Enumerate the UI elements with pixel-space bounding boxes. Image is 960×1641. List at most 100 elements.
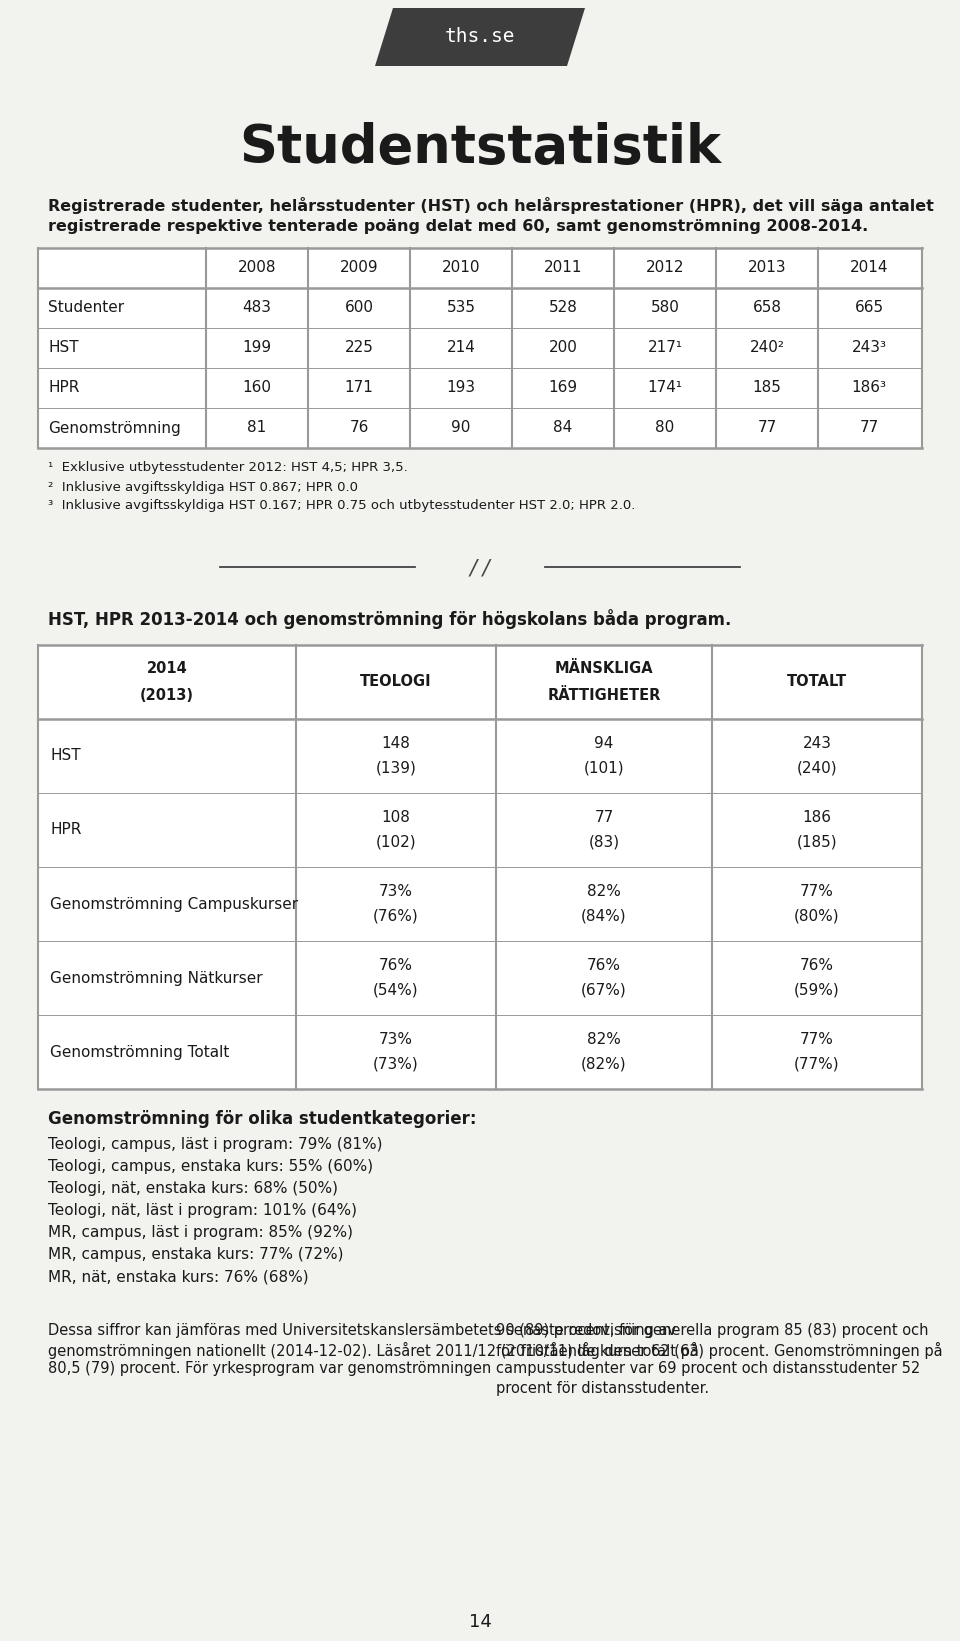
Text: procent för distansstudenter.: procent för distansstudenter. <box>496 1380 709 1395</box>
Text: 76%: 76% <box>379 958 413 973</box>
Polygon shape <box>375 8 585 66</box>
Text: Teologi, campus, enstaka kurs: 55% (60%): Teologi, campus, enstaka kurs: 55% (60%) <box>48 1160 373 1175</box>
Text: (139): (139) <box>375 760 417 776</box>
Text: 528: 528 <box>548 300 577 315</box>
Text: 214: 214 <box>446 340 475 356</box>
Text: 200: 200 <box>548 340 577 356</box>
Text: ¹  Exklusive utbytesstudenter 2012: HST 4,5; HPR 3,5.: ¹ Exklusive utbytesstudenter 2012: HST 4… <box>48 461 408 474</box>
Text: HPR: HPR <box>48 381 80 395</box>
Text: 73%: 73% <box>379 1032 413 1047</box>
Text: 186: 186 <box>803 811 831 825</box>
Text: 90: 90 <box>451 420 470 435</box>
Text: Dessa siffror kan jämföras med Universitetskanslersämbetets senaste redovisning : Dessa siffror kan jämföras med Universit… <box>48 1324 676 1339</box>
Text: 84: 84 <box>553 420 572 435</box>
Text: Teologi, nät, enstaka kurs: 68% (50%): Teologi, nät, enstaka kurs: 68% (50%) <box>48 1182 338 1196</box>
Text: 76: 76 <box>349 420 369 435</box>
Text: Registrerade studenter, helårsstudenter (HST) och helårsprestationer (HPR), det : Registrerade studenter, helårsstudenter … <box>48 197 934 213</box>
Text: (80%): (80%) <box>794 909 840 924</box>
Text: TEOLOGI: TEOLOGI <box>360 674 432 689</box>
Text: Teologi, campus, läst i program: 79% (81%): Teologi, campus, läst i program: 79% (81… <box>48 1137 382 1152</box>
Text: Genomströmning: Genomströmning <box>48 420 180 435</box>
Text: 225: 225 <box>345 340 373 356</box>
Text: 2014: 2014 <box>147 661 187 676</box>
Text: ths.se: ths.se <box>444 28 516 46</box>
Text: 169: 169 <box>548 381 578 395</box>
Text: 665: 665 <box>854 300 883 315</box>
Text: (102): (102) <box>375 835 417 850</box>
Text: campusstudenter var 69 procent och distansstudenter 52: campusstudenter var 69 procent och dista… <box>496 1362 921 1377</box>
Text: (84%): (84%) <box>581 909 627 924</box>
Bar <box>38 248 922 448</box>
Text: 76%: 76% <box>587 958 621 973</box>
Text: 2008: 2008 <box>238 261 276 276</box>
Text: 2009: 2009 <box>340 261 378 276</box>
Text: 77%: 77% <box>800 884 834 899</box>
Text: MR, campus, läst i program: 85% (92%): MR, campus, läst i program: 85% (92%) <box>48 1226 353 1241</box>
Text: (240): (240) <box>797 760 837 776</box>
Text: Genomströmning Totalt: Genomströmning Totalt <box>50 1045 229 1060</box>
Text: 77: 77 <box>757 420 777 435</box>
Text: MÄNSKLIGA: MÄNSKLIGA <box>555 661 654 676</box>
Text: HPR: HPR <box>50 822 82 837</box>
Text: för fristående kurser 62 (63) procent. Genomströmningen på: för fristående kurser 62 (63) procent. G… <box>496 1341 943 1359</box>
Text: 76%: 76% <box>800 958 834 973</box>
Text: 217¹: 217¹ <box>647 340 683 356</box>
Text: Studentstatistik: Studentstatistik <box>239 121 721 174</box>
Text: 80,5 (79) procent. För yrkesprogram var genomströmningen: 80,5 (79) procent. För yrkesprogram var … <box>48 1362 492 1377</box>
Text: registrerade respektive tenterade poäng delat med 60, samt genomströmning 2008-2: registrerade respektive tenterade poäng … <box>48 218 868 233</box>
Text: TOTALT: TOTALT <box>787 674 847 689</box>
Text: 77: 77 <box>859 420 878 435</box>
Text: 600: 600 <box>345 300 373 315</box>
Text: 77%: 77% <box>800 1032 834 1047</box>
Text: Genomströmning Campuskurser: Genomströmning Campuskurser <box>50 896 299 911</box>
Text: 171: 171 <box>345 381 373 395</box>
Text: 243³: 243³ <box>852 340 886 356</box>
Text: 483: 483 <box>243 300 272 315</box>
Text: (2013): (2013) <box>140 688 194 702</box>
Text: 81: 81 <box>248 420 267 435</box>
Text: 80: 80 <box>656 420 675 435</box>
Text: (67%): (67%) <box>581 983 627 998</box>
Text: 94: 94 <box>594 737 613 752</box>
Text: 174¹: 174¹ <box>647 381 683 395</box>
Text: Studenter: Studenter <box>48 300 124 315</box>
Text: 2013: 2013 <box>748 261 786 276</box>
Text: 2014: 2014 <box>850 261 888 276</box>
Text: MR, nät, enstaka kurs: 76% (68%): MR, nät, enstaka kurs: 76% (68%) <box>48 1270 308 1285</box>
Text: (59%): (59%) <box>794 983 840 998</box>
Text: 535: 535 <box>446 300 475 315</box>
Text: 2010: 2010 <box>442 261 480 276</box>
Text: Genomströmning för olika studentkategorier:: Genomströmning för olika studentkategori… <box>48 1109 476 1127</box>
Text: (101): (101) <box>584 760 624 776</box>
Text: (73%): (73%) <box>373 1057 419 1072</box>
Text: 2011: 2011 <box>543 261 583 276</box>
Text: 73%: 73% <box>379 884 413 899</box>
Text: MR, campus, enstaka kurs: 77% (72%): MR, campus, enstaka kurs: 77% (72%) <box>48 1247 344 1262</box>
Bar <box>38 645 922 1090</box>
Text: (83): (83) <box>588 835 619 850</box>
Text: HST, HPR 2013-2014 och genomströmning för högskolans båda program.: HST, HPR 2013-2014 och genomströmning fö… <box>48 609 732 629</box>
Text: ²  Inklusive avgiftsskyldiga HST 0.867; HPR 0.0: ² Inklusive avgiftsskyldiga HST 0.867; H… <box>48 481 358 494</box>
Text: (82%): (82%) <box>581 1057 627 1072</box>
Text: 160: 160 <box>243 381 272 395</box>
Text: 243: 243 <box>803 737 831 752</box>
Text: genomströmningen nationellt (2014-12-02). Läsåret 2011/12 (2010/11) låg den tota: genomströmningen nationellt (2014-12-02)… <box>48 1341 699 1359</box>
Text: 658: 658 <box>753 300 781 315</box>
Text: 580: 580 <box>651 300 680 315</box>
Text: Teologi, nät, läst i program: 101% (64%): Teologi, nät, läst i program: 101% (64%) <box>48 1203 357 1219</box>
Text: 240²: 240² <box>750 340 784 356</box>
Text: HST: HST <box>48 340 79 356</box>
Text: 82%: 82% <box>588 884 621 899</box>
Text: RÄTTIGHETER: RÄTTIGHETER <box>547 688 660 702</box>
Text: 90 (89) procent, för generella program 85 (83) procent och: 90 (89) procent, för generella program 8… <box>496 1324 928 1339</box>
Text: (77%): (77%) <box>794 1057 840 1072</box>
Text: (185): (185) <box>797 835 837 850</box>
Text: 108: 108 <box>381 811 411 825</box>
Text: Genomströmning Nätkurser: Genomströmning Nätkurser <box>50 970 263 986</box>
Text: (76%): (76%) <box>373 909 419 924</box>
Text: / /: / / <box>469 558 491 578</box>
Text: HST: HST <box>50 748 81 763</box>
Text: 82%: 82% <box>588 1032 621 1047</box>
Text: 193: 193 <box>446 381 475 395</box>
Text: 77: 77 <box>594 811 613 825</box>
